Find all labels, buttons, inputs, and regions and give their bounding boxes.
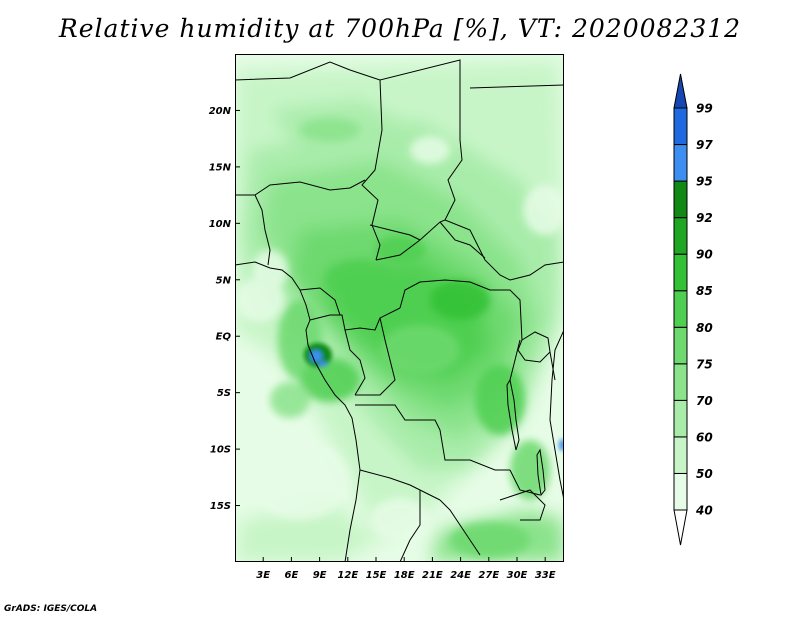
- colorbar-level-label: 90: [696, 248, 713, 262]
- colorbar-segment: [673, 363, 688, 401]
- latitude-axis: 20N 15N 10N 5N EQ 5S 10S 15S: [209, 106, 240, 512]
- colorbar-level-label: 75: [696, 357, 713, 371]
- lon-tick-label: 9E: [313, 570, 327, 581]
- colorbar-labels: 40 50 60 70 75 80 85 90 92 95 97 99: [695, 102, 713, 518]
- lon-tick-label: 12E: [337, 570, 358, 581]
- colorbar-segment: [673, 399, 688, 438]
- colorbar-segment: [673, 290, 688, 328]
- colorbar-level-label: 92: [696, 211, 713, 225]
- lat-tick-label: 15N: [209, 162, 232, 173]
- colorbar-segment: [673, 326, 688, 365]
- colorbar-level-label: 60: [696, 430, 713, 444]
- colorbar-level-label: 80: [696, 321, 713, 335]
- lon-tick-label: 3E: [256, 570, 270, 581]
- lon-tick-label: 33E: [535, 570, 556, 581]
- colorbar-level-label: 70: [696, 394, 713, 408]
- lon-tick-label: 15E: [366, 570, 387, 581]
- credit-label: GrADS: IGES/COLA: [4, 604, 98, 614]
- colorbar-segment: [673, 180, 688, 219]
- colorbar-level-label: 95: [696, 175, 713, 189]
- lon-tick-label: 24E: [450, 570, 471, 581]
- lat-tick-label: 10S: [210, 445, 231, 456]
- colorbar-level-label: 85: [696, 284, 713, 298]
- colorbar-segments: [673, 73, 688, 546]
- colorbar-segment: [673, 436, 688, 474]
- boundaries: [235, 59, 564, 562]
- lat-tick-label: 5N: [216, 275, 232, 286]
- map-frame: [235, 54, 564, 562]
- colorbar-level-label: 40: [695, 504, 713, 518]
- lat-tick-label: 10N: [209, 219, 232, 230]
- colorbar-segment: [673, 144, 688, 182]
- colorbar-level-label: 97: [696, 138, 713, 152]
- colorbar-segment: [673, 217, 688, 255]
- colorbar-segment-lower: [673, 509, 688, 546]
- colorbar-segment-upper: [673, 73, 688, 109]
- colorbar-level-label: 50: [696, 467, 713, 481]
- lon-tick-label: 6E: [285, 570, 299, 581]
- lat-tick-label: 5S: [217, 388, 231, 399]
- lat-tick-label: 15S: [210, 501, 231, 512]
- lon-tick-label: 21E: [422, 570, 443, 581]
- lon-tick-label: 18E: [394, 570, 415, 581]
- colorbar-segment: [673, 253, 688, 292]
- lon-tick-label: 27E: [478, 570, 499, 581]
- lat-tick-label: EQ: [216, 332, 232, 343]
- colorbar-segment: [673, 472, 688, 511]
- map-title: Relative humidity at 700hPa [%], VT: 202…: [58, 14, 742, 43]
- colorbar-segment: [673, 107, 688, 146]
- lat-tick-label: 20N: [209, 106, 232, 117]
- colorbar-level-label: 99: [696, 102, 713, 116]
- longitude-axis: 3E 6E 9E 12E 15E 18E 21E 24E 27E 30E 33E: [256, 557, 556, 581]
- lon-tick-label: 30E: [507, 570, 528, 581]
